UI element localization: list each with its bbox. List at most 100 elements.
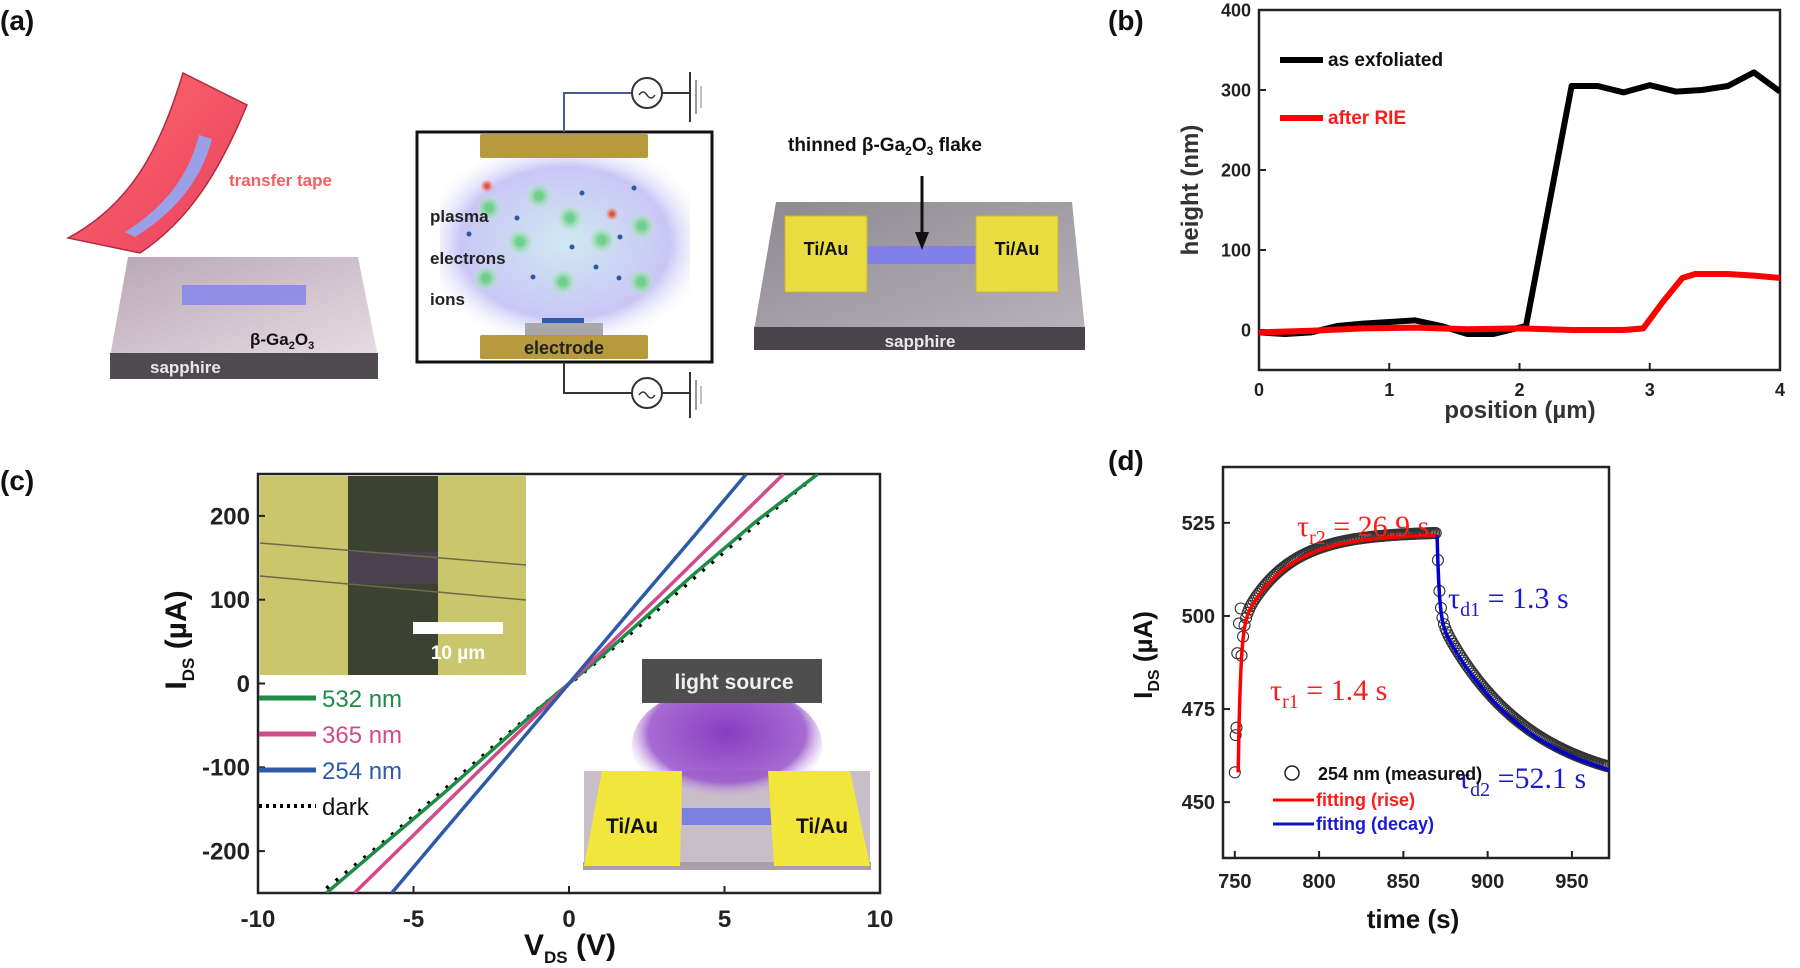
ion	[558, 206, 582, 230]
y-tick-label: 400	[1221, 0, 1251, 20]
plasma-label: plasma	[430, 207, 489, 226]
x-tick-label: 750	[1218, 871, 1251, 893]
neutral	[530, 274, 536, 280]
series-group-c	[317, 474, 819, 893]
neutral	[569, 244, 575, 250]
y-tick-label: 450	[1182, 792, 1215, 814]
bottom-electrode	[480, 335, 648, 359]
inset-right-pad-label: Ti/Au	[796, 815, 848, 838]
series-line-254-nm	[390, 474, 748, 893]
annotation-tau-d1: τd1 = 1.3 s	[1448, 582, 1569, 621]
bottom-rf-wire	[563, 362, 632, 394]
y-tick-label: 100	[210, 587, 250, 614]
axis-ticks-b: 0 1 2 3 4 0 100 200 300 400	[1221, 0, 1785, 400]
flake-arrow-head-icon	[915, 232, 929, 250]
y-axis-label-c: IDS (µA)	[160, 590, 198, 689]
panel-label-b: (b)	[1108, 5, 1144, 36]
legend-d: 254 nm (measured) fitting (rise) fitting…	[1273, 764, 1482, 834]
panel-c: 10 µm -10 -5 0 5 10 -200 -100 0 100 200 Ti/Au Ti/…	[160, 472, 894, 967]
inset-left-pad	[584, 771, 682, 866]
inset-flake	[348, 552, 438, 584]
ions-label: ions	[430, 290, 465, 309]
y-tick-label: 100	[1221, 240, 1251, 260]
x-tick-label: -10	[241, 906, 276, 933]
panel-a: sapphire β-Ga2O3 transfer tape electrode	[65, 71, 1085, 418]
x-tick-label: 800	[1302, 871, 1335, 893]
transfer-tape-label: transfer tape	[229, 171, 332, 190]
data-point	[1262, 574, 1275, 588]
inset-substrate-edge	[583, 862, 871, 870]
legend-label-fit-rise: fitting (rise)	[1316, 790, 1415, 810]
y-tick-label: 0	[237, 671, 250, 698]
inset-right-pad	[768, 771, 870, 866]
left-contact-label: Ti/Au	[804, 239, 849, 259]
data-point	[1230, 721, 1243, 734]
legend-label-365nm: 365 nm	[322, 722, 402, 749]
ions-group	[474, 184, 654, 294]
axis-ticks-d: 750 800 850 900 950 450 475 500 525	[1182, 513, 1589, 893]
scale-bar-label: 10 µm	[431, 643, 485, 664]
left-contact-pad	[784, 215, 868, 293]
panel-d: 750 800 850 900 950 450 475 500 525 τr2 = 26.9 s…	[1128, 465, 1611, 934]
y-tick-label: 0	[1241, 320, 1251, 340]
bottom-rf-source-icon	[631, 377, 663, 409]
legend-label-254nm: 254 nm	[322, 758, 402, 785]
y-tick-label: 525	[1182, 513, 1215, 535]
electrode-label: electrode	[524, 338, 604, 358]
legend-label-dark: dark	[322, 794, 370, 821]
bottom-rf-wave	[638, 391, 656, 399]
top-rf-wave	[638, 91, 656, 99]
x-axis-label-b: position (µm)	[1444, 397, 1595, 424]
microscope-inset: 10 µm	[259, 476, 527, 675]
inset-left-pad-label: Ti/Au	[606, 815, 658, 838]
neutral	[616, 275, 622, 281]
legend-marker-measured	[1284, 765, 1300, 781]
right-contact-label: Ti/Au	[995, 239, 1040, 259]
panel-label-c: (c)	[0, 465, 34, 496]
device-sapphire-label: sapphire	[885, 332, 956, 351]
y-tick-label: 200	[210, 503, 250, 530]
device-schematic: thinned β-Ga2O3 flake sapphire Ti/Au Ti/…	[754, 135, 1085, 351]
data-point	[1228, 766, 1241, 779]
neutral	[466, 231, 472, 237]
data-point	[1273, 564, 1286, 577]
plot-frame-d	[1221, 465, 1611, 860]
top-rf-source-icon	[631, 77, 663, 109]
neutral	[579, 190, 585, 196]
annotations-d: τr2 = 26.9 s τr1 = 1.4 s τd1 = 1.3 s τd2…	[1270, 510, 1586, 801]
sapphire-substrate-side	[110, 353, 378, 379]
exfoliation-schematic: sapphire β-Ga2O3 transfer tape	[65, 71, 378, 379]
x-tick-label: 5	[718, 906, 731, 933]
ion	[474, 266, 498, 290]
inset-flake-edge-top	[259, 542, 527, 566]
data-point	[1489, 694, 1502, 707]
ga2o3-flake	[182, 285, 306, 305]
fit-line-decay	[1435, 535, 1609, 772]
legend-b: as exfoliated after RIE	[1280, 50, 1443, 129]
data-point	[1250, 590, 1263, 603]
x-tick-label: 2	[1514, 380, 1524, 400]
neutral	[617, 234, 623, 240]
series-group-b	[1259, 69, 1780, 337]
legend-label-measured: 254 nm (measured)	[1318, 764, 1482, 784]
legend-label-532nm: 532 nm	[322, 686, 402, 713]
legend-label-fit-decay: fitting (decay)	[1316, 814, 1434, 834]
x-axis-label-c: VDS (V)	[524, 929, 616, 967]
x-tick-label: 1	[1384, 380, 1394, 400]
legend-label-after-rie: after RIE	[1328, 108, 1406, 129]
sample-holder	[525, 323, 603, 335]
ion	[629, 270, 653, 294]
x-tick-label: 10	[867, 906, 894, 933]
annotation-tau-r2: τr2 = 26.9 s	[1297, 510, 1429, 549]
fit-line-rise	[1236, 533, 1438, 773]
x-tick-label: 0	[1254, 380, 1264, 400]
series-line-after-rie	[1259, 271, 1780, 336]
electrons-group	[466, 180, 637, 281]
annotation-tau-r1: τr1 = 1.4 s	[1270, 674, 1387, 713]
x-tick-label: -5	[403, 906, 424, 933]
light-source-label: light source	[674, 671, 793, 694]
x-axis-label-d: time (s)	[1367, 904, 1459, 934]
thinned-flake	[866, 246, 980, 264]
x-tick-label: 900	[1471, 871, 1504, 893]
sapphire-substrate-top	[110, 257, 378, 357]
